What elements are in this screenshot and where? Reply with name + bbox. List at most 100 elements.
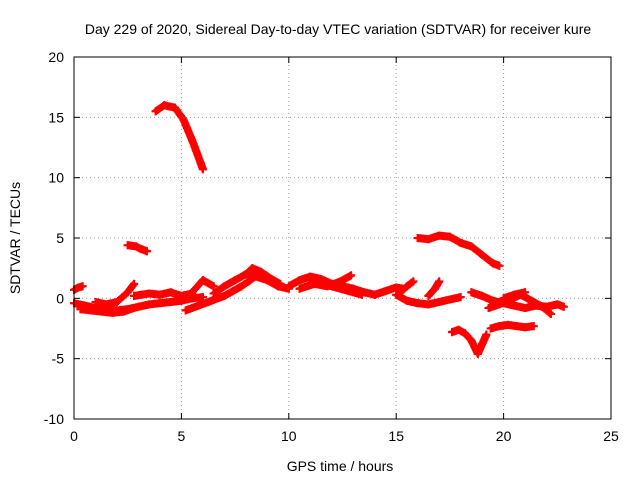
data-point	[123, 288, 132, 297]
data-point	[209, 282, 218, 291]
data-point	[495, 322, 504, 331]
series-trace-8	[177, 276, 218, 305]
data-point	[478, 291, 487, 300]
data-point	[136, 244, 145, 253]
data-point	[546, 310, 555, 319]
data-point	[97, 307, 106, 316]
series-trace-14	[306, 276, 366, 299]
data-point	[521, 288, 530, 297]
data-point	[486, 324, 495, 333]
data-point	[155, 299, 164, 308]
data-point	[155, 290, 164, 299]
x-tick-label: 0	[70, 428, 78, 444]
data-point	[456, 238, 465, 247]
data-point	[151, 107, 160, 116]
y-tick-label: 15	[48, 109, 64, 125]
data-point	[521, 303, 530, 312]
data-point	[409, 277, 418, 286]
data-point	[392, 290, 401, 299]
data-point	[512, 322, 521, 331]
data-point	[402, 296, 411, 305]
data-point	[170, 103, 179, 112]
axis-ticks: 0 5 10 15 20 25 -10 -5 0 5 10 15 20	[44, 49, 619, 444]
data-point	[145, 289, 154, 298]
data-point	[424, 235, 433, 244]
data-point	[559, 302, 568, 311]
data-point	[435, 231, 444, 240]
data-point	[435, 277, 444, 286]
data-point	[467, 288, 476, 297]
data-point	[130, 291, 139, 300]
x-tick-label: 10	[281, 428, 297, 444]
data-point	[306, 276, 315, 285]
series-trace-6	[151, 101, 207, 174]
data-point	[467, 242, 476, 251]
data-point	[295, 284, 304, 293]
data-points	[70, 101, 568, 358]
data-point	[495, 300, 504, 309]
series-trace-4	[91, 279, 139, 309]
data-point	[495, 261, 504, 270]
data-point	[276, 279, 285, 288]
data-point	[527, 296, 536, 305]
series-trace-18	[424, 277, 444, 300]
data-point	[347, 271, 356, 280]
series-trace-7	[123, 241, 152, 256]
data-point	[357, 290, 366, 299]
y-tick-label: 10	[48, 170, 64, 186]
data-point	[188, 136, 197, 145]
series-trace-24	[499, 288, 530, 303]
data-point	[267, 275, 276, 284]
data-point	[220, 282, 229, 291]
data-point	[228, 287, 237, 296]
series-trace-3	[76, 303, 139, 317]
y-tick-label: -5	[52, 351, 65, 367]
series-trace-17	[396, 277, 418, 297]
data-point	[76, 305, 85, 314]
data-point	[478, 340, 487, 349]
data-point	[166, 297, 175, 306]
data-point	[188, 288, 197, 297]
data-point	[510, 301, 519, 310]
data-point	[179, 115, 188, 124]
data-point	[435, 297, 444, 306]
data-point	[102, 300, 111, 309]
x-tick-label: 20	[496, 428, 512, 444]
data-point	[295, 276, 304, 285]
data-point	[430, 284, 439, 293]
series-trace-20	[448, 325, 491, 358]
data-point	[488, 259, 497, 268]
data-point	[413, 299, 422, 308]
data-point	[482, 330, 491, 339]
data-point	[445, 232, 454, 241]
data-point	[209, 289, 218, 298]
data-point	[143, 247, 152, 256]
data-point	[231, 276, 240, 285]
y-tick-label: 0	[56, 290, 64, 306]
data-point	[538, 302, 547, 311]
data-point	[454, 325, 463, 334]
data-point	[177, 296, 186, 305]
data-point	[166, 288, 175, 297]
data-point	[87, 306, 96, 315]
data-point	[478, 250, 487, 259]
data-point	[467, 336, 476, 345]
data-point	[207, 296, 216, 305]
data-point	[160, 101, 169, 110]
x-axis-label: GPS time / hours	[287, 458, 394, 474]
data-point	[402, 282, 411, 291]
data-point	[424, 300, 433, 309]
data-point	[521, 323, 530, 332]
data-point	[284, 282, 293, 291]
data-point	[237, 282, 246, 291]
data-point	[132, 242, 141, 251]
y-tick-label: 20	[48, 49, 64, 65]
data-point	[424, 291, 433, 300]
data-point	[484, 303, 493, 312]
data-point	[456, 293, 465, 302]
data-point	[370, 290, 379, 299]
data-point	[510, 290, 519, 299]
data-point	[332, 283, 341, 292]
data-point	[344, 287, 353, 296]
